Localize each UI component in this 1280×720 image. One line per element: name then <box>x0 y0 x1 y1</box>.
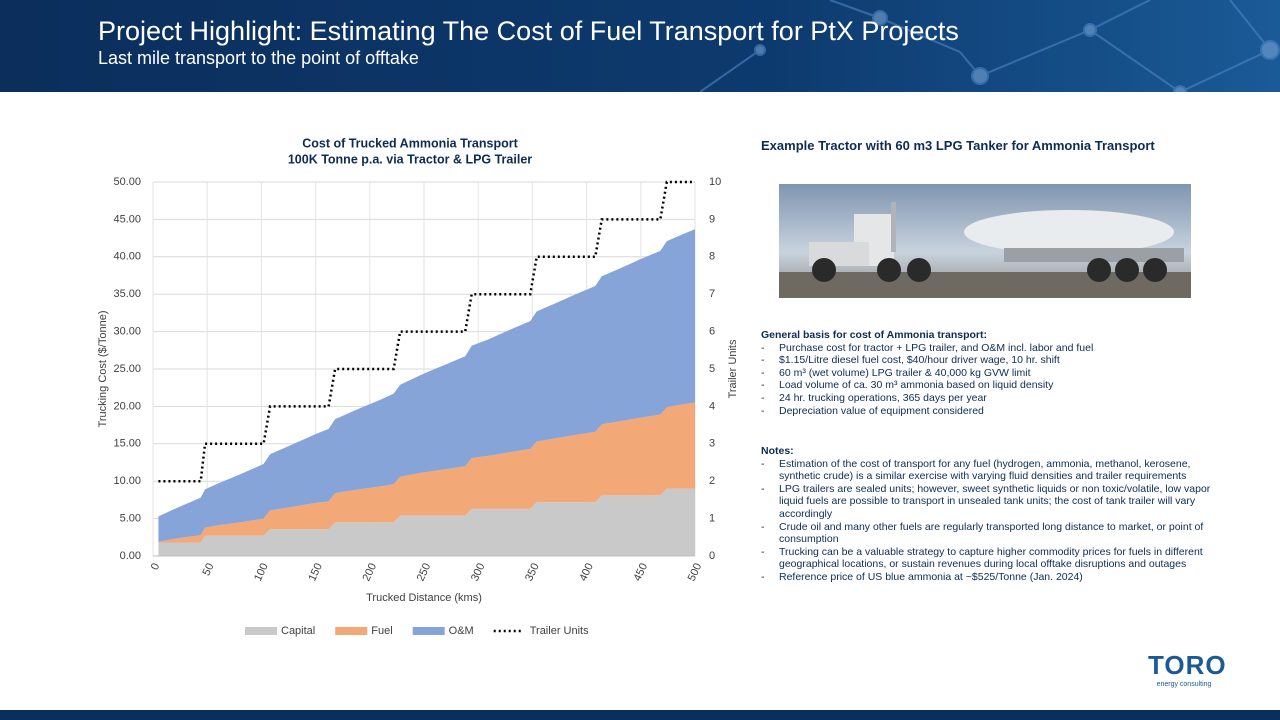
y2-tick-label: 9 <box>709 213 715 225</box>
y2-tick-label: 4 <box>709 400 715 412</box>
basis-heading: General basis for cost of Ammonia transp… <box>761 329 987 341</box>
bullet-item: Crude oil and many other fuels are regul… <box>761 521 1221 546</box>
notes-list: Estimation of the cost of transport for … <box>761 458 1221 584</box>
y2-axis-label: Trailer Units <box>727 339 739 398</box>
y2-tick-label: 0 <box>709 550 715 562</box>
basis-list: Purchase cost for tractor + LPG trailer,… <box>761 342 1221 418</box>
y-tick-label: 20.00 <box>113 400 141 412</box>
notes-heading: Notes: <box>761 445 794 457</box>
legend-swatch <box>335 627 368 635</box>
trailer-line <box>158 180 695 483</box>
slide-title: Project Highlight: Estimating The Cost o… <box>98 16 959 46</box>
truck-photo <box>779 184 1191 298</box>
area <box>158 402 696 543</box>
x-tick-label: 500 <box>686 561 705 583</box>
bullet-item: Depreciation value of equipment consider… <box>761 405 1221 418</box>
bullet-item: 24 hr. trucking operations, 365 days per… <box>761 392 1221 405</box>
logo-name: TORO <box>1148 650 1227 680</box>
y-tick-label: 30.00 <box>113 326 141 338</box>
y-tick-label: 40.00 <box>113 251 141 263</box>
legend-label: Capital <box>281 625 315 637</box>
bullet-item: Trucking can be a valuable strategy to c… <box>761 546 1221 571</box>
y-tick-label: 50.00 <box>113 176 141 188</box>
x-tick-label: 350 <box>523 561 542 583</box>
y2-tick-label: 10 <box>709 176 721 188</box>
y-tick-label: 10.00 <box>113 475 141 487</box>
y2-tick-label: 3 <box>709 438 715 450</box>
network-decoration <box>699 0 1280 92</box>
bullet-item: 60 m³ (wet volume) LPG trailer & 40,000 … <box>761 367 1221 380</box>
legend-swatch <box>412 627 445 635</box>
bullet-item: Estimation of the cost of transport for … <box>761 458 1221 483</box>
bullet-item: $1.15/Litre diesel fuel cost, $40/hour d… <box>761 354 1221 367</box>
area <box>158 229 696 542</box>
x-axis-label: Trucked Distance (kms) <box>366 592 482 604</box>
x-tick-label: 250 <box>415 561 434 583</box>
slide-subtitle: Last mile transport to the point of offt… <box>98 48 419 68</box>
photo-title: Example Tractor with 60 m3 LPG Tanker fo… <box>761 138 1155 153</box>
y2-tick-label: 5 <box>709 363 715 375</box>
bullet-item: Purchase cost for tractor + LPG trailer,… <box>761 342 1221 355</box>
y-tick-label: 5.00 <box>120 513 141 525</box>
header: Project Highlight: Estimating The Cost o… <box>0 0 1280 92</box>
legend-label: Trailer Units <box>530 625 589 637</box>
y2-tick-label: 8 <box>709 251 715 263</box>
x-tick-label: 300 <box>469 561 488 583</box>
notes-section: Notes: Estimation of the cost of transpo… <box>761 445 1221 584</box>
y-tick-label: 15.00 <box>113 438 141 450</box>
y-tick-label: 45.00 <box>113 213 141 225</box>
chart-title: 100K Tonne p.a. via Tractor & LPG Traile… <box>288 152 532 166</box>
y-tick-label: 0.00 <box>120 550 141 562</box>
y2-tick-label: 7 <box>709 288 715 300</box>
legend-label: Fuel <box>371 625 392 637</box>
logo-tagline: energy consulting <box>1156 681 1212 688</box>
y2-tick-label: 1 <box>709 513 715 525</box>
bullet-item: LPG trailers are sealed units; however, … <box>761 483 1221 521</box>
y2-tick-label: 6 <box>709 326 715 338</box>
y2-tick-label: 2 <box>709 475 715 487</box>
logo: TORO energy consulting <box>1148 650 1227 688</box>
footer-bar <box>0 710 1280 720</box>
x-tick-label: 200 <box>361 561 380 583</box>
x-tick-label: 400 <box>577 561 596 583</box>
y-tick-label: 25.00 <box>113 363 141 375</box>
area <box>158 488 696 556</box>
bullet-item: Load volume of ca. 30 m³ ammonia based o… <box>761 379 1221 392</box>
x-tick-label: 450 <box>632 561 651 583</box>
chart-title: Cost of Trucked Ammonia Transport <box>302 136 518 150</box>
legend-label: O&M <box>449 625 474 637</box>
bullet-item: Reference price of US blue ammonia at ~$… <box>761 571 1221 584</box>
y-axis-label: Trucking Cost ($/Tonne) <box>97 311 109 428</box>
basis-section: General basis for cost of Ammonia transp… <box>761 329 1221 417</box>
y-tick-label: 35.00 <box>113 288 141 300</box>
x-tick-label: 150 <box>306 561 325 583</box>
legend-swatch <box>245 627 277 635</box>
x-tick-label: 50 <box>201 561 217 577</box>
x-tick-label: 100 <box>252 561 271 583</box>
x-tick-label: 0 <box>149 561 162 572</box>
